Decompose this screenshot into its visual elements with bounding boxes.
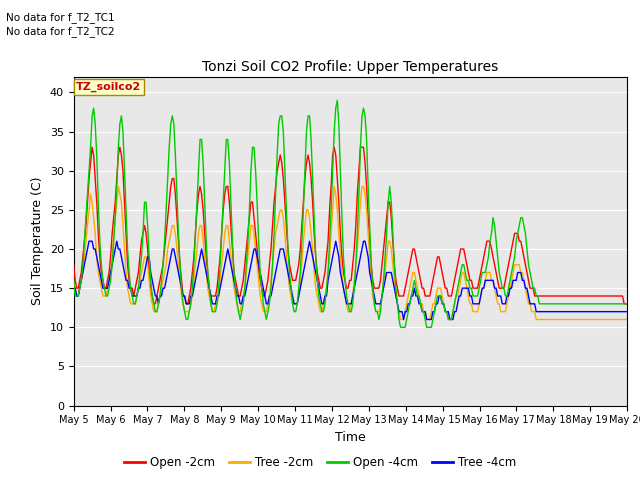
- Text: No data for f_T2_TC1: No data for f_T2_TC1: [6, 12, 115, 23]
- Text: No data for f_T2_TC2: No data for f_T2_TC2: [6, 26, 115, 37]
- Title: Tonzi Soil CO2 Profile: Upper Temperatures: Tonzi Soil CO2 Profile: Upper Temperatur…: [202, 60, 499, 74]
- Legend: Open -2cm, Tree -2cm, Open -4cm, Tree -4cm: Open -2cm, Tree -2cm, Open -4cm, Tree -4…: [119, 452, 521, 474]
- Text: TZ_soilco2: TZ_soilco2: [76, 82, 141, 92]
- Y-axis label: Soil Temperature (C): Soil Temperature (C): [31, 177, 44, 305]
- X-axis label: Time: Time: [335, 431, 366, 444]
